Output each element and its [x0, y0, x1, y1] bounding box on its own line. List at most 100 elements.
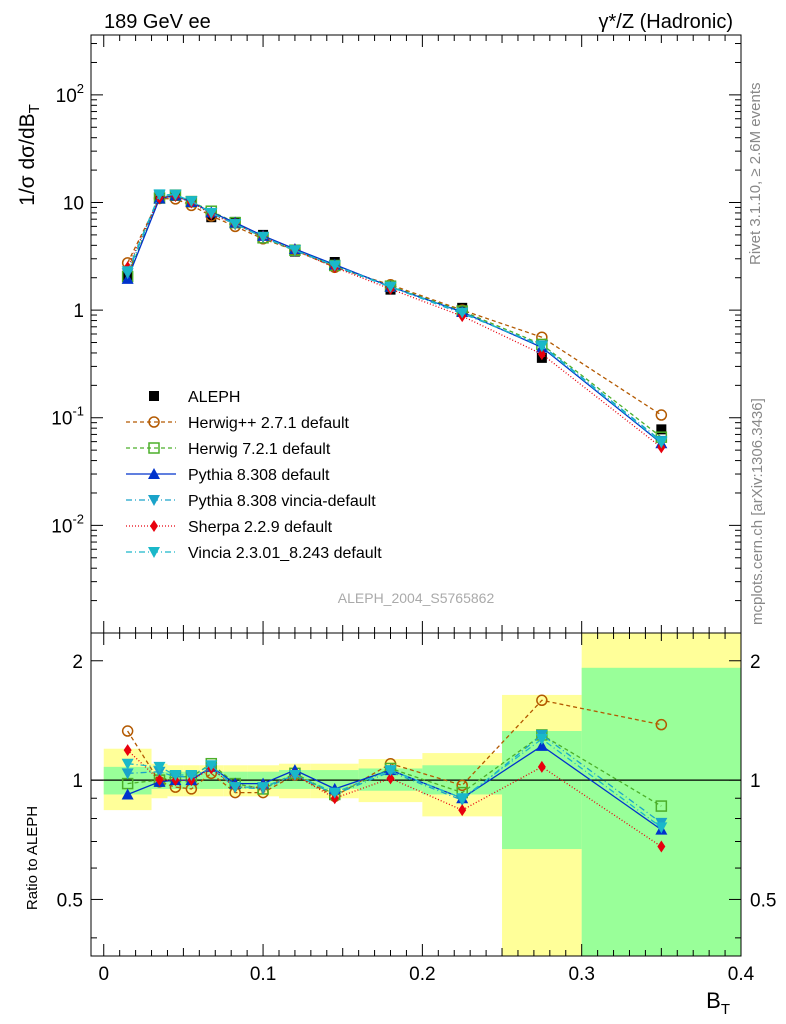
ratio-ylabel: Ratio to ALEPH — [24, 806, 41, 910]
legend-label: Herwig++ 2.7.1 default — [188, 415, 350, 432]
series-line — [127, 195, 662, 448]
legend-entry: Pythia 8.308 vincia-default — [126, 493, 376, 510]
legend-marker — [150, 520, 158, 532]
ratio-point — [535, 739, 548, 751]
main-ylabel: 1/σ dσ/dBT — [16, 104, 43, 206]
legend-marker — [148, 468, 160, 479]
legend-entry: Herwig 7.2.1 default — [126, 441, 331, 458]
legend-label: Pythia 8.308 default — [188, 467, 330, 484]
ratio-ytick-label: 2 — [72, 652, 83, 673]
ratio-point — [205, 760, 218, 772]
series-line — [126, 194, 662, 444]
ratio-ytick-label-right: 0.5 — [750, 890, 776, 911]
legend-marker — [148, 416, 160, 428]
data-point — [205, 207, 218, 219]
legend-label: Sherpa 2.2.9 default — [188, 519, 333, 536]
data-point — [257, 231, 270, 243]
series-line — [127, 197, 662, 416]
ratio-point — [535, 733, 548, 745]
ratio-point — [458, 804, 467, 817]
legend-label: Vincia 2.3.01_8.243 default — [188, 545, 382, 562]
data-point — [169, 189, 182, 201]
series-pythia-8-308-default — [121, 189, 668, 449]
ratio-point — [537, 760, 546, 773]
svg-text:1/σ dσ/dBT: 1/σ dσ/dBT — [16, 104, 43, 206]
ratio-xtick-label: 0.2 — [409, 964, 435, 985]
series-sherpa-2-2-9-default — [123, 189, 666, 454]
data-point — [456, 307, 469, 319]
series-vincia-2-3-01-8-243-default — [121, 189, 668, 449]
ratio-ytick-label-right: 2 — [750, 652, 761, 673]
ratio-point — [169, 770, 182, 782]
data-point — [185, 196, 198, 208]
legend-entry: ALEPH — [149, 389, 240, 406]
rivet-label: Rivet 3.1.10, ≥ 2.6M events — [747, 83, 764, 266]
ratio-point — [657, 840, 666, 853]
ratio-ytick-label-right: 1 — [750, 771, 761, 792]
legend-entry: Sherpa 2.2.9 default — [126, 519, 333, 536]
ratio-xtick-label: 0.4 — [728, 964, 755, 985]
main-ytick-label: 10-1 — [51, 404, 84, 430]
ratio-point — [456, 793, 469, 805]
mcplots-label: mcplots.cern.ch [arXiv:1306.3436] — [749, 398, 766, 625]
legend-entry: Herwig++ 2.7.1 default — [126, 415, 350, 432]
ratio-point — [185, 770, 198, 782]
data-point — [655, 409, 668, 421]
data-point — [153, 189, 166, 201]
data-point — [121, 266, 134, 278]
svg-text:BT: BT — [706, 988, 730, 1018]
ratio-ytick-label: 0.5 — [57, 890, 83, 911]
title-right: γ*/Z (Hadronic) — [599, 11, 733, 33]
ratio-point — [153, 761, 166, 773]
data-point — [384, 281, 397, 293]
data-point — [656, 424, 667, 435]
ratio-point — [536, 694, 548, 707]
ratio-point — [384, 765, 397, 777]
data-point — [328, 260, 341, 272]
ratio-point — [229, 782, 242, 794]
ratio-point — [121, 725, 134, 737]
data-point — [288, 245, 301, 257]
legend-label: Herwig 7.2.1 default — [188, 441, 331, 458]
series-pythia-8-308-vincia-default — [121, 189, 668, 447]
ratio-frame — [90, 632, 742, 957]
legend-marker — [148, 495, 160, 506]
ratio-point — [328, 787, 341, 799]
series-herwig-2-7-1-default — [121, 192, 668, 421]
ratio-xtick-label: 0 — [98, 964, 109, 985]
legend-marker — [149, 391, 159, 401]
main-ytick-label: 10 — [63, 193, 84, 214]
data-point — [655, 437, 668, 449]
legend-label: ALEPH — [188, 389, 240, 406]
main-ytick-label: 102 — [56, 81, 84, 107]
ratio-point — [655, 800, 668, 812]
main-panel: 10-2 10-1 1 10 102 — [51, 34, 742, 634]
ratio-point — [456, 779, 468, 792]
ratio-point — [288, 770, 301, 782]
main-frame — [90, 34, 742, 634]
data-point — [537, 348, 546, 361]
ratio-point — [121, 758, 134, 770]
ratio-point — [257, 782, 270, 794]
legend-entry: Pythia 8.308 default — [126, 467, 330, 484]
ratio-point — [386, 772, 395, 785]
data-point — [229, 219, 242, 231]
main-ytick-label: 1 — [73, 301, 84, 322]
uncertainty-band-inner — [581, 667, 741, 956]
legend-entry: Vincia 2.3.01_8.243 default — [126, 545, 382, 562]
ratio-point — [121, 768, 134, 780]
ratio-xtick-label: 0.1 — [250, 964, 276, 985]
ratio-ytick-label: 1 — [72, 771, 83, 792]
ratio-point — [121, 788, 134, 800]
ratio-series-vincia-2-3-01-8-243-default — [121, 733, 668, 834]
legend: ALEPH Herwig++ 2.7.1 default Herwig 7.2.1 … — [126, 389, 382, 562]
ratio-point — [655, 822, 668, 834]
ratio-xlabel: BT — [706, 988, 730, 1018]
legend-marker — [148, 547, 160, 558]
legend-label: Pythia 8.308 vincia-default — [188, 493, 376, 510]
data-point — [535, 341, 548, 353]
title-left: 189 GeV ee — [104, 11, 211, 33]
ratio-panel: 0.5 0.5 1 1 2 2 0 0.1 0.2 0.3 0.4 — [57, 632, 776, 985]
ratio-point — [655, 718, 668, 731]
